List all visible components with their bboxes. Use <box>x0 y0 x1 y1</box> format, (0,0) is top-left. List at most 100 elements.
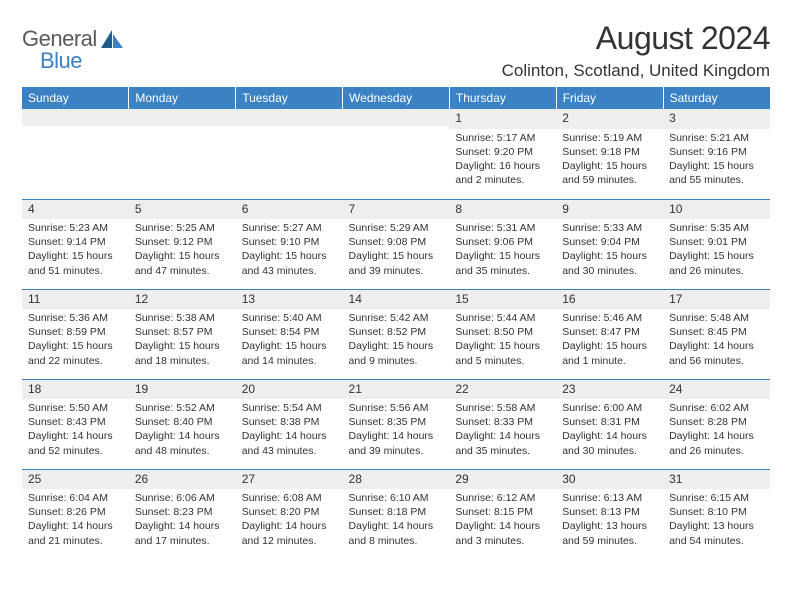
sunset-text: Sunset: 9:12 PM <box>135 235 230 249</box>
daylight-text: Daylight: 14 hours and 56 minutes. <box>669 339 764 367</box>
day-details: Sunrise: 6:10 AMSunset: 8:18 PMDaylight:… <box>343 489 450 552</box>
header: General Blue August 2024 Colinton, Scotl… <box>22 20 770 81</box>
daylight-text: Daylight: 15 hours and 55 minutes. <box>669 159 764 187</box>
sunrise-text: Sunrise: 6:13 AM <box>562 491 657 505</box>
day-number: 4 <box>22 200 129 220</box>
day-number: 7 <box>343 200 450 220</box>
day-details: Sunrise: 6:13 AMSunset: 8:13 PMDaylight:… <box>556 489 663 552</box>
sunrise-text: Sunrise: 5:25 AM <box>135 221 230 235</box>
day-number: 24 <box>663 380 770 400</box>
weekday-header: Wednesday <box>343 87 450 109</box>
day-number: 17 <box>663 290 770 310</box>
calendar-cell: 30Sunrise: 6:13 AMSunset: 8:13 PMDayligh… <box>556 469 663 559</box>
day-details: Sunrise: 5:56 AMSunset: 8:35 PMDaylight:… <box>343 399 450 462</box>
sunset-text: Sunset: 9:01 PM <box>669 235 764 249</box>
daylight-text: Daylight: 14 hours and 52 minutes. <box>28 429 123 457</box>
daylight-text: Daylight: 15 hours and 22 minutes. <box>28 339 123 367</box>
daylight-text: Daylight: 14 hours and 8 minutes. <box>349 519 444 547</box>
sunrise-text: Sunrise: 6:04 AM <box>28 491 123 505</box>
day-number: 26 <box>129 470 236 490</box>
calendar-cell: 25Sunrise: 6:04 AMSunset: 8:26 PMDayligh… <box>22 469 129 559</box>
calendar-cell: 12Sunrise: 5:38 AMSunset: 8:57 PMDayligh… <box>129 289 236 379</box>
day-details: Sunrise: 6:15 AMSunset: 8:10 PMDaylight:… <box>663 489 770 552</box>
sunrise-text: Sunrise: 6:06 AM <box>135 491 230 505</box>
day-details: Sunrise: 5:54 AMSunset: 8:38 PMDaylight:… <box>236 399 343 462</box>
daylight-text: Daylight: 15 hours and 14 minutes. <box>242 339 337 367</box>
sunset-text: Sunset: 9:06 PM <box>455 235 550 249</box>
calendar-week: 1Sunrise: 5:17 AMSunset: 9:20 PMDaylight… <box>22 109 770 199</box>
day-number <box>22 109 129 126</box>
calendar-cell <box>236 109 343 199</box>
day-number: 16 <box>556 290 663 310</box>
calendar-cell: 24Sunrise: 6:02 AMSunset: 8:28 PMDayligh… <box>663 379 770 469</box>
sunset-text: Sunset: 8:50 PM <box>455 325 550 339</box>
sunset-text: Sunset: 8:31 PM <box>562 415 657 429</box>
sunset-text: Sunset: 8:54 PM <box>242 325 337 339</box>
sunset-text: Sunset: 9:14 PM <box>28 235 123 249</box>
weekday-header: Thursday <box>449 87 556 109</box>
day-number: 15 <box>449 290 556 310</box>
day-details: Sunrise: 5:35 AMSunset: 9:01 PMDaylight:… <box>663 219 770 282</box>
calendar-cell: 10Sunrise: 5:35 AMSunset: 9:01 PMDayligh… <box>663 199 770 289</box>
day-number: 20 <box>236 380 343 400</box>
sunset-text: Sunset: 8:45 PM <box>669 325 764 339</box>
day-number: 18 <box>22 380 129 400</box>
sunrise-text: Sunrise: 5:46 AM <box>562 311 657 325</box>
weekday-header: Tuesday <box>236 87 343 109</box>
calendar-cell: 1Sunrise: 5:17 AMSunset: 9:20 PMDaylight… <box>449 109 556 199</box>
day-number: 23 <box>556 380 663 400</box>
calendar-cell <box>343 109 450 199</box>
day-details: Sunrise: 6:04 AMSunset: 8:26 PMDaylight:… <box>22 489 129 552</box>
day-number: 21 <box>343 380 450 400</box>
sunrise-text: Sunrise: 5:19 AM <box>562 131 657 145</box>
sunrise-text: Sunrise: 5:23 AM <box>28 221 123 235</box>
logo-text-sub: Blue <box>40 48 123 74</box>
day-number <box>129 109 236 126</box>
day-details: Sunrise: 6:02 AMSunset: 8:28 PMDaylight:… <box>663 399 770 462</box>
weekday-header: Monday <box>129 87 236 109</box>
sunrise-text: Sunrise: 6:08 AM <box>242 491 337 505</box>
day-details: Sunrise: 5:40 AMSunset: 8:54 PMDaylight:… <box>236 309 343 372</box>
sunset-text: Sunset: 8:57 PM <box>135 325 230 339</box>
day-number <box>236 109 343 126</box>
day-number: 8 <box>449 200 556 220</box>
sunset-text: Sunset: 8:20 PM <box>242 505 337 519</box>
daylight-text: Daylight: 15 hours and 51 minutes. <box>28 249 123 277</box>
sunrise-text: Sunrise: 5:58 AM <box>455 401 550 415</box>
daylight-text: Daylight: 14 hours and 30 minutes. <box>562 429 657 457</box>
sunset-text: Sunset: 8:43 PM <box>28 415 123 429</box>
sunset-text: Sunset: 8:35 PM <box>349 415 444 429</box>
location-label: Colinton, Scotland, United Kingdom <box>502 61 770 81</box>
sunrise-text: Sunrise: 5:48 AM <box>669 311 764 325</box>
sunset-text: Sunset: 8:26 PM <box>28 505 123 519</box>
day-number: 12 <box>129 290 236 310</box>
calendar-cell: 29Sunrise: 6:12 AMSunset: 8:15 PMDayligh… <box>449 469 556 559</box>
sunrise-text: Sunrise: 5:31 AM <box>455 221 550 235</box>
calendar-cell: 21Sunrise: 5:56 AMSunset: 8:35 PMDayligh… <box>343 379 450 469</box>
calendar-week: 18Sunrise: 5:50 AMSunset: 8:43 PMDayligh… <box>22 379 770 469</box>
day-details: Sunrise: 5:46 AMSunset: 8:47 PMDaylight:… <box>556 309 663 372</box>
day-number: 30 <box>556 470 663 490</box>
sunrise-text: Sunrise: 5:54 AM <box>242 401 337 415</box>
calendar-week: 25Sunrise: 6:04 AMSunset: 8:26 PMDayligh… <box>22 469 770 559</box>
calendar-cell: 27Sunrise: 6:08 AMSunset: 8:20 PMDayligh… <box>236 469 343 559</box>
day-number: 22 <box>449 380 556 400</box>
daylight-text: Daylight: 14 hours and 48 minutes. <box>135 429 230 457</box>
daylight-text: Daylight: 14 hours and 35 minutes. <box>455 429 550 457</box>
calendar-cell: 20Sunrise: 5:54 AMSunset: 8:38 PMDayligh… <box>236 379 343 469</box>
sunrise-text: Sunrise: 5:38 AM <box>135 311 230 325</box>
calendar-cell: 26Sunrise: 6:06 AMSunset: 8:23 PMDayligh… <box>129 469 236 559</box>
day-details: Sunrise: 5:58 AMSunset: 8:33 PMDaylight:… <box>449 399 556 462</box>
sunrise-text: Sunrise: 5:50 AM <box>28 401 123 415</box>
sunset-text: Sunset: 8:33 PM <box>455 415 550 429</box>
daylight-text: Daylight: 14 hours and 17 minutes. <box>135 519 230 547</box>
day-number: 13 <box>236 290 343 310</box>
daylight-text: Daylight: 14 hours and 26 minutes. <box>669 429 764 457</box>
calendar-week: 11Sunrise: 5:36 AMSunset: 8:59 PMDayligh… <box>22 289 770 379</box>
calendar-week: 4Sunrise: 5:23 AMSunset: 9:14 PMDaylight… <box>22 199 770 289</box>
sunrise-text: Sunrise: 5:17 AM <box>455 131 550 145</box>
sunrise-text: Sunrise: 5:21 AM <box>669 131 764 145</box>
day-number: 3 <box>663 109 770 129</box>
logo-sail-icon <box>101 30 123 48</box>
daylight-text: Daylight: 14 hours and 39 minutes. <box>349 429 444 457</box>
